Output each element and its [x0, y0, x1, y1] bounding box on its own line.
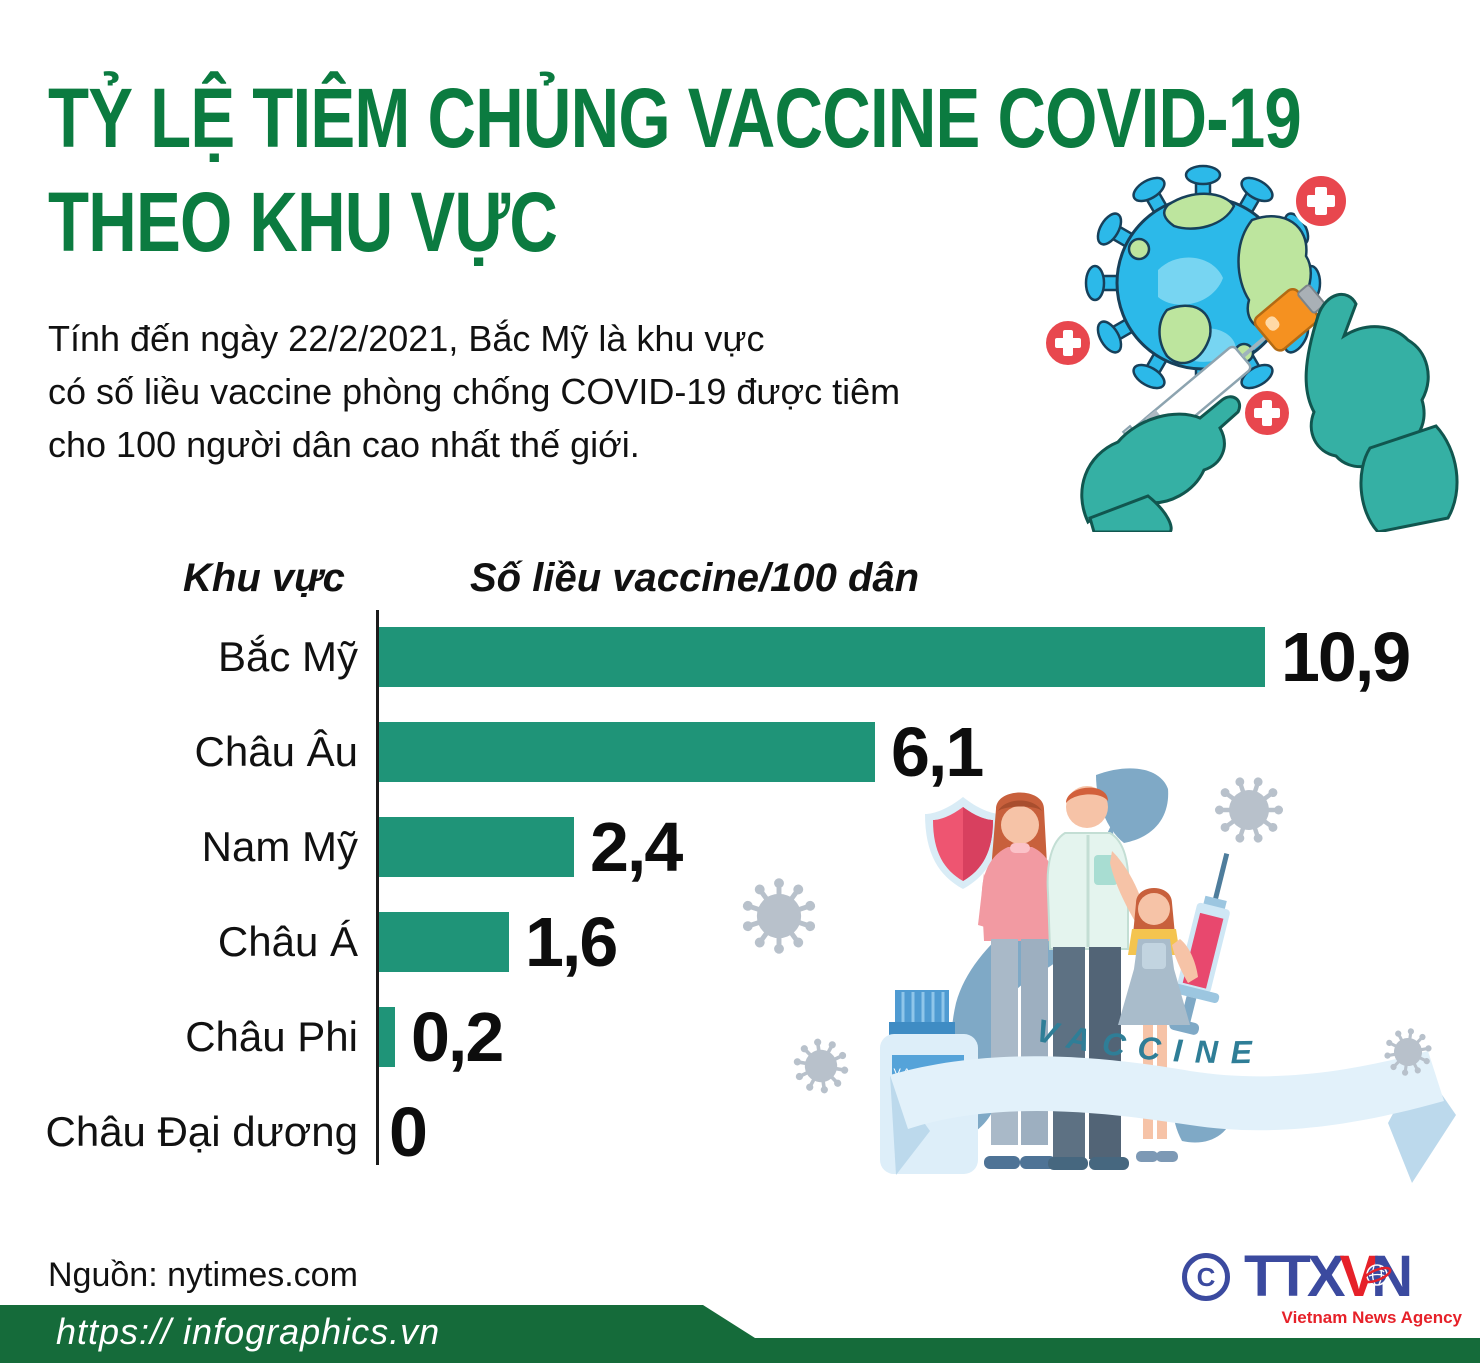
- bar: [379, 722, 875, 782]
- source-credit: Nguồn: nytimes.com: [48, 1256, 358, 1294]
- column-header-region: Khu vực: [183, 556, 345, 600]
- medical-cross-icon: [1292, 172, 1350, 230]
- wordmark-ttx: TTX: [1244, 1244, 1346, 1309]
- bar: [379, 817, 574, 877]
- bar-label: Nam Mỹ: [201, 823, 358, 870]
- bar: [379, 912, 509, 972]
- virus-icon: [791, 1036, 851, 1096]
- gloved-hands-icon: [1080, 293, 1459, 532]
- father-figure: [1046, 786, 1146, 1170]
- footer-banner: [0, 1305, 1480, 1363]
- medical-cross-icon: [1241, 387, 1293, 439]
- bar-label: Bắc Mỹ: [217, 633, 358, 680]
- bar-label: Châu Á: [217, 918, 358, 965]
- virus-icon: [1212, 773, 1286, 847]
- bar-label: Châu Đại dương: [45, 1108, 359, 1155]
- logo-globe-icon: [1362, 1264, 1392, 1286]
- medical-cross-icon: [1042, 317, 1094, 369]
- shield-icon: [925, 797, 1001, 889]
- globe-icon: [1115, 192, 1312, 371]
- website-url: https:// infographics.vn: [56, 1311, 441, 1352]
- ttxvn-wordmark: TTXVN: [1244, 1248, 1413, 1306]
- page-title-line-1: TỶ LỆ TIÊM CHỦNG VACCINE COVID-19: [48, 71, 1302, 165]
- virus-icon: [741, 878, 817, 954]
- bar: [379, 627, 1265, 687]
- family-vaccine-illustration: VACCINE VACCINE: [880, 768, 1456, 1183]
- bar: [379, 1007, 395, 1067]
- intro-paragraph: Tính đến ngày 22/2/2021, Bắc Mỹ là khu v…: [48, 312, 900, 471]
- virus-globe-illustration: [1042, 164, 1459, 532]
- bar-label: Châu Âu: [194, 728, 358, 775]
- copyright-icon: C: [1182, 1253, 1230, 1301]
- bar-value: 10,9: [1281, 618, 1411, 696]
- bar-value: 0: [389, 1093, 428, 1171]
- logo-tagline: Vietnam News Agency: [1281, 1308, 1462, 1327]
- column-header-value: Số liều vaccine/100 dân: [470, 556, 920, 600]
- intro-line: Tính đến ngày 22/2/2021, Bắc Mỹ là khu v…: [48, 318, 765, 359]
- ttxvn-logo: C TTXVN Vietnam News Agency: [1182, 1248, 1462, 1340]
- intro-line: có số liều vaccine phòng chống COVID-19 …: [48, 371, 901, 412]
- bar-label: Châu Phi: [185, 1013, 358, 1060]
- mother-figure: [978, 792, 1057, 1169]
- intro-line: cho 100 người dân cao nhất thế giới.: [48, 424, 640, 465]
- page-title-line-2: THEO KHU VỰC: [48, 175, 558, 269]
- bar-value: 2,4: [590, 808, 683, 886]
- bar-value: 6,1: [891, 713, 984, 791]
- bar-value: 0,2: [411, 998, 504, 1076]
- chart-axis: [376, 610, 379, 1165]
- bar-value: 1,6: [525, 903, 618, 981]
- virus-icon: [1382, 1026, 1434, 1078]
